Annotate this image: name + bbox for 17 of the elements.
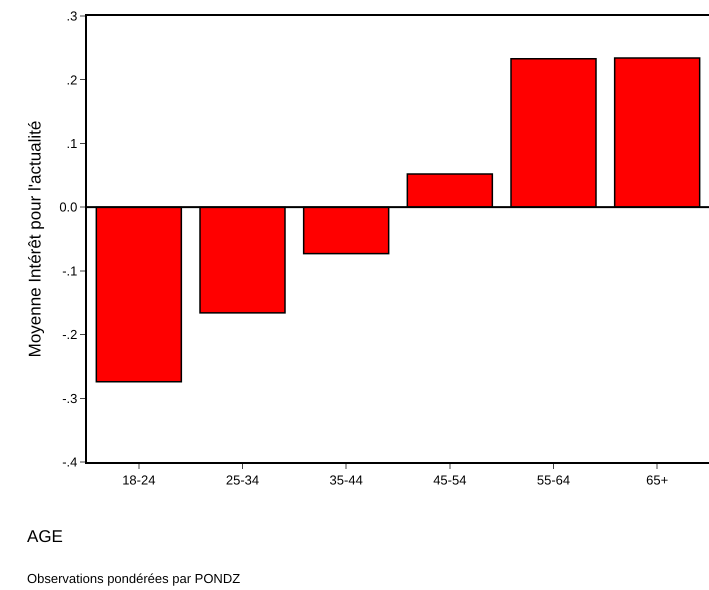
x-tick-label: 18-24	[122, 472, 156, 488]
x-tick-label: 45-54	[433, 472, 466, 488]
y-tick-label: .1	[66, 136, 78, 151]
x-tick-label: 65+	[646, 472, 668, 488]
text: Observations pondérées par PONDZ	[27, 571, 240, 586]
y-tick-label: 0.0	[59, 200, 78, 215]
y-tick-label: -.1	[62, 263, 78, 278]
x-tick-label: 55-64	[536, 472, 570, 488]
y-tick-label: -.4	[62, 454, 78, 470]
y-axis-title: Moyenne Intérêt pour l'actualité	[25, 120, 44, 358]
y-tick-label: .2	[66, 72, 78, 88]
y-tick-label: .3	[66, 8, 78, 24]
y-tick-label: -.3	[62, 390, 78, 406]
x-axis-title: AGE	[27, 527, 63, 546]
y-tick-label: -.2	[62, 327, 78, 342]
x-tick-label: 25-34	[226, 472, 260, 488]
x-tick-label: 35-44	[330, 472, 363, 488]
